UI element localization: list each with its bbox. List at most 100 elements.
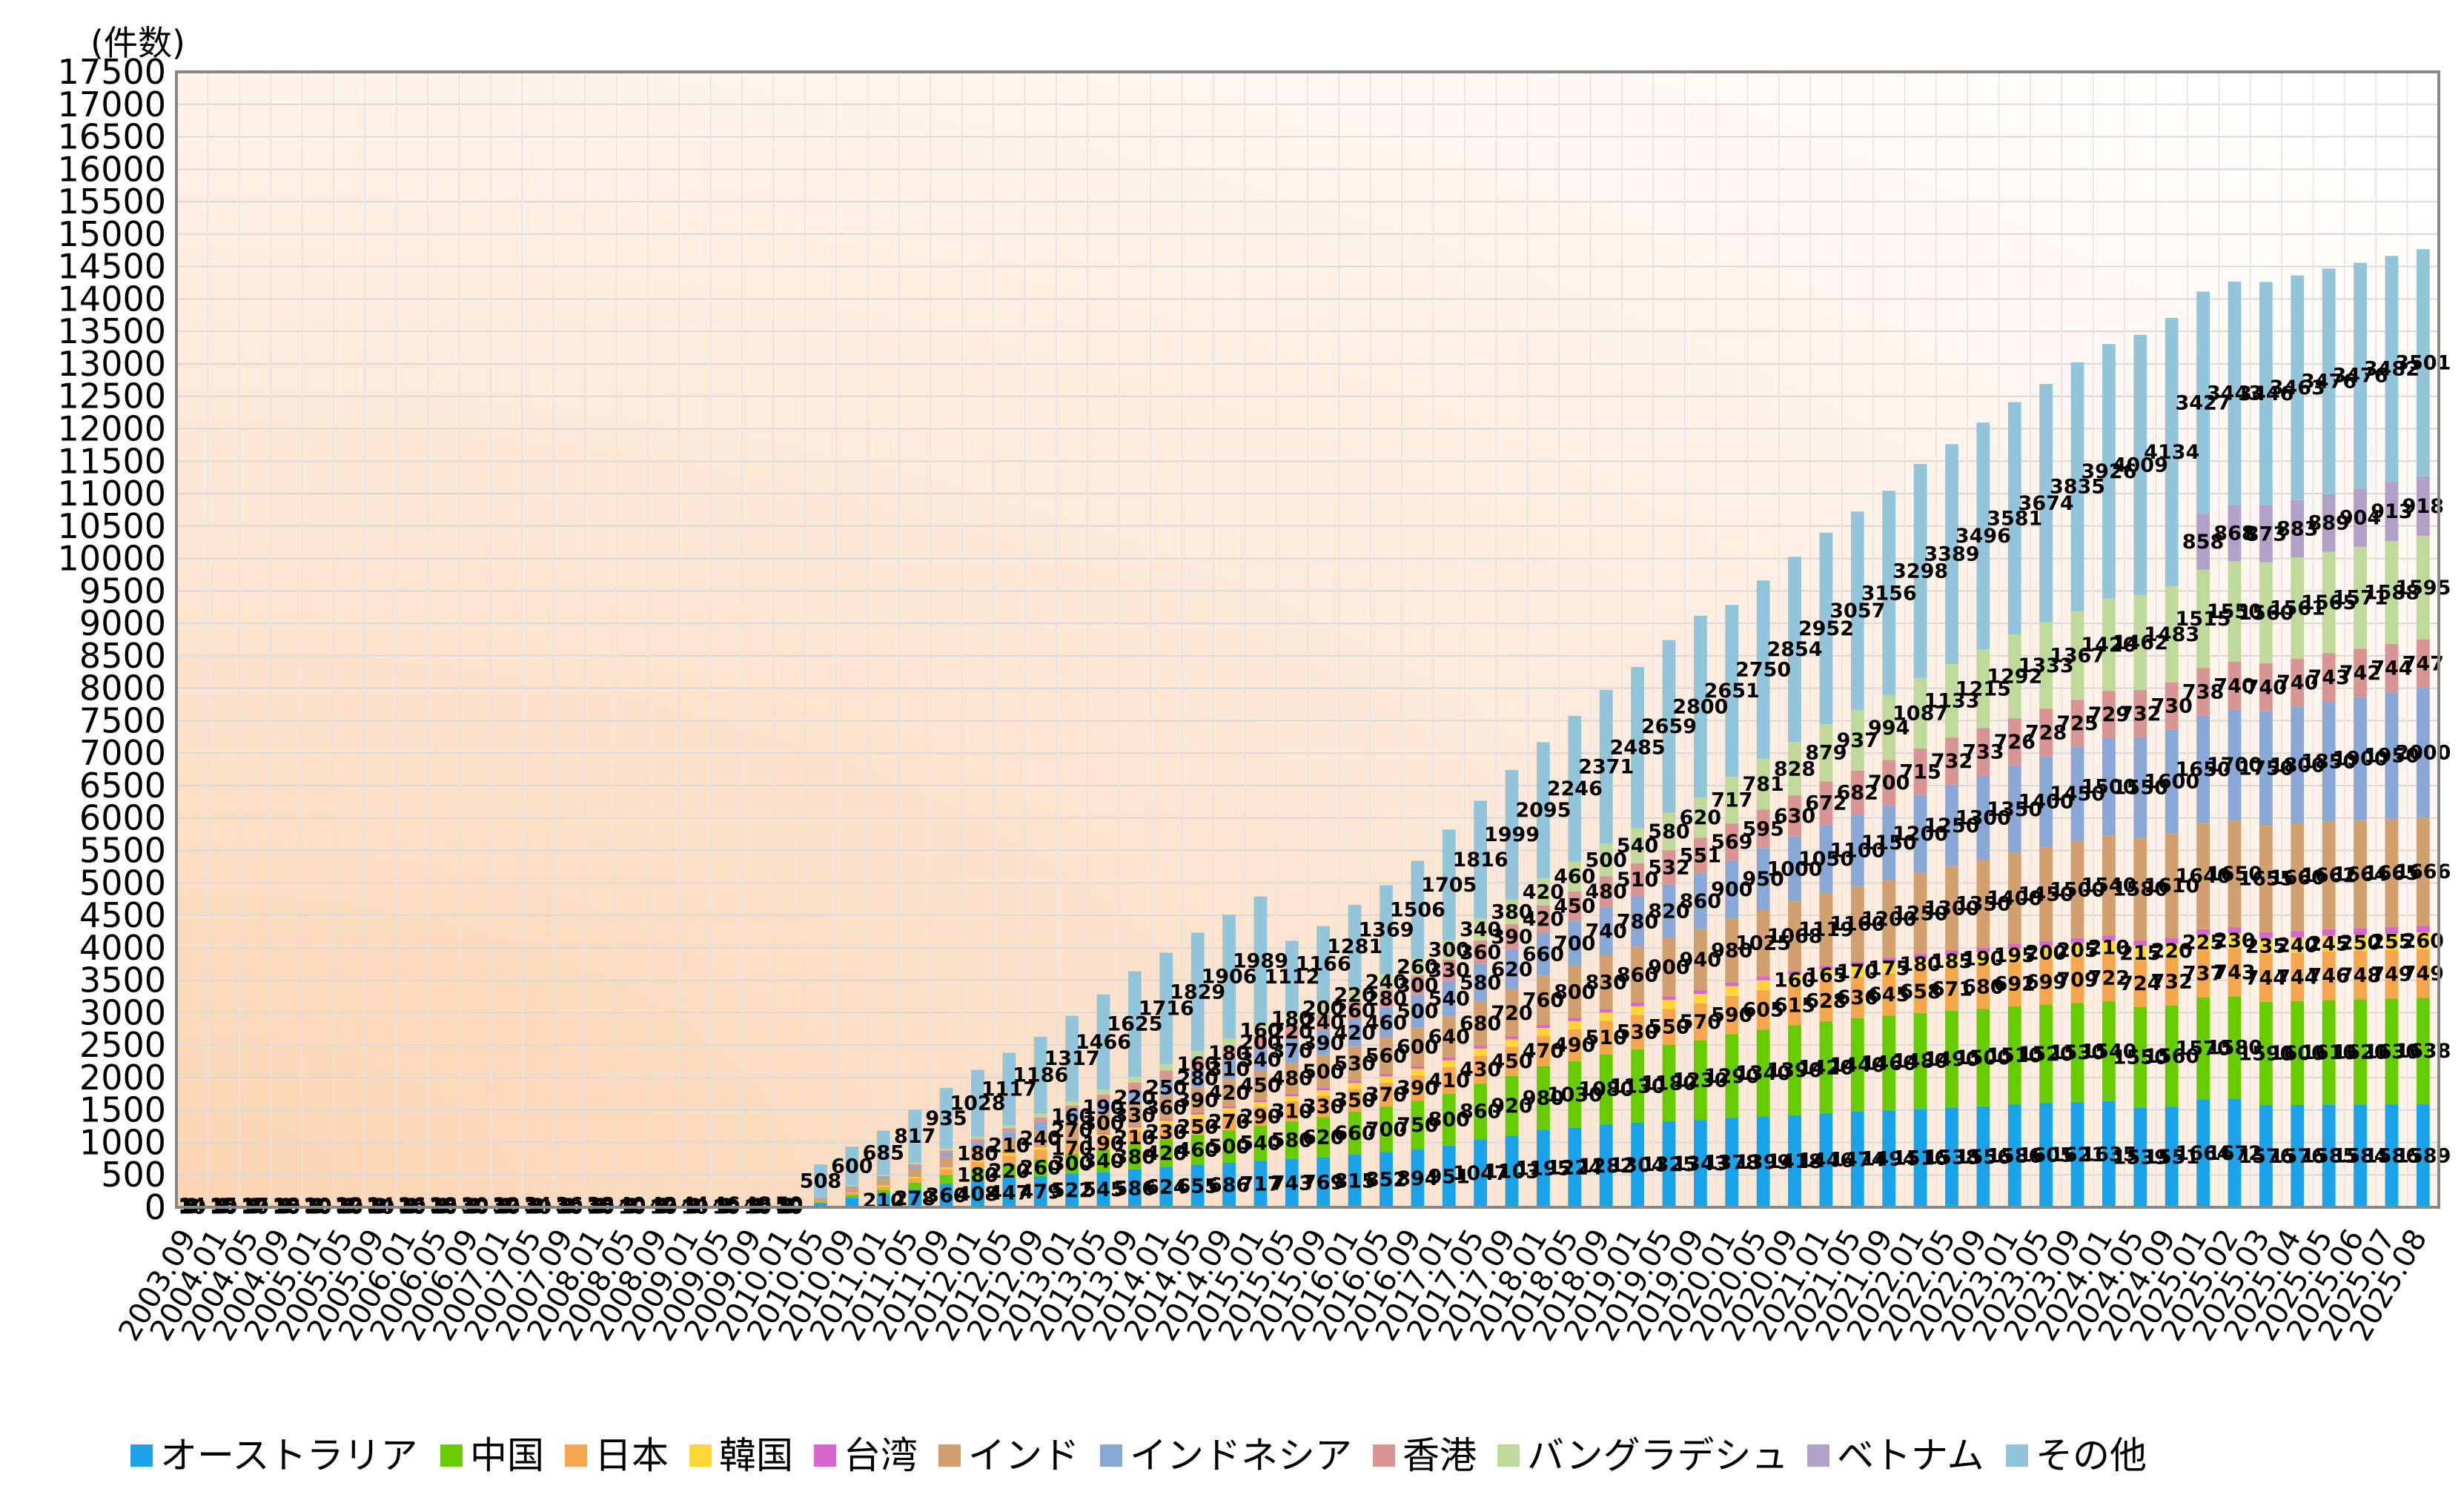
data-label: 1550 <box>2207 600 2262 623</box>
data-label: 420 <box>1334 1021 1375 1044</box>
data-label: 1215 <box>1955 677 2011 700</box>
data-label: 270 <box>1051 1119 1093 1142</box>
data-label: 230 <box>1145 1121 1187 1144</box>
data-label: 24 <box>367 1194 395 1217</box>
bar-segment <box>2385 949 2399 999</box>
bar-segment <box>1568 1029 1582 1061</box>
bar-segment <box>2259 663 2273 711</box>
bar-segment <box>1537 1066 1550 1130</box>
bar-segment <box>1568 1061 1582 1128</box>
bar-segment <box>971 1136 984 1140</box>
bar-segment <box>1693 994 1707 1003</box>
bar-segment <box>2165 938 2179 944</box>
bar-segment <box>2416 536 2430 640</box>
data-label: 540 <box>1239 1132 1281 1155</box>
data-label: 1556 <box>1955 1146 2011 1169</box>
data-label: 852 <box>1365 1169 1407 1192</box>
data-label: 743 <box>1271 1172 1313 1195</box>
bar-segment <box>1033 1121 1047 1131</box>
bar-segment <box>1819 825 1833 893</box>
bar-segment <box>2165 943 2179 958</box>
bar-segment <box>1693 1040 1707 1121</box>
bar-segment <box>2102 737 2116 836</box>
data-label: 240 <box>1365 971 1407 994</box>
bar-segment <box>1474 963 1488 1002</box>
y-tick-label: 9000 <box>79 603 166 643</box>
data-label: 636 <box>1837 986 1878 1009</box>
bar-segment <box>1317 1055 1331 1089</box>
bar-segment <box>1850 1018 1864 1112</box>
bar-segment <box>814 1201 827 1202</box>
bar-segment <box>1285 1101 1299 1122</box>
data-label: 732 <box>2119 703 2161 726</box>
bar-segment <box>1380 1076 1393 1083</box>
data-label: 940 <box>1680 949 1721 972</box>
data-label: 760 <box>1523 989 1564 1012</box>
bar-segment <box>2165 958 2179 1006</box>
bar-segment <box>1033 1159 1047 1177</box>
bar-segment <box>2007 718 2021 766</box>
bar-segment <box>1945 664 1958 738</box>
bar-segment <box>1127 1090 1142 1105</box>
bar-segment <box>2385 926 2399 934</box>
legend: オーストラリア 中国 日本 韓国 台湾 インド インドネシア 香港 バングラデシュ ベトナム その他 <box>130 1434 2147 1477</box>
bar-segment <box>1190 1118 1205 1135</box>
data-label: 48 <box>743 1193 772 1216</box>
bar-segment <box>1317 1015 1331 1031</box>
bar-segment <box>1537 742 1550 878</box>
bar-segment <box>1442 1060 1456 1067</box>
data-label: 1399 <box>1735 1151 1791 1174</box>
bar-segment <box>1850 814 1864 886</box>
bar-segment <box>1033 1147 1047 1150</box>
unit-label: (件数) <box>90 23 185 63</box>
data-label: 900 <box>1648 956 1689 979</box>
bar-segment <box>1945 444 1958 665</box>
data-label: 1900 <box>2332 748 2388 771</box>
bar-segment <box>1285 1121 1299 1159</box>
bar-segment <box>1285 1096 1299 1102</box>
bar-segment <box>2385 998 2399 1105</box>
bar-segment <box>1976 775 1990 860</box>
data-label: 1520 <box>2018 1043 2074 1066</box>
bar-segment <box>1631 1122 1644 1207</box>
bar-segment <box>814 1198 827 1201</box>
data-label: 1087 <box>1892 702 1948 725</box>
bar-segment <box>1725 823 1739 860</box>
bar-segment <box>2196 997 2210 1100</box>
bar-segment <box>1819 965 1833 970</box>
bar-segment <box>1788 836 1801 902</box>
bar-segment <box>1976 1106 1990 1207</box>
data-label: 672 <box>1805 792 1847 815</box>
y-tick-label: 2500 <box>79 1025 166 1065</box>
bar-segment <box>1159 1167 1173 1207</box>
bar-segment <box>1976 422 1990 650</box>
data-label: 1560 <box>2144 1045 2199 1068</box>
bar-segment <box>2196 823 2210 929</box>
data-label: 743 <box>2308 666 2349 689</box>
bar-segment <box>2070 611 2084 700</box>
bar-segment <box>2133 960 2147 1007</box>
bar-segment <box>1127 1144 1142 1169</box>
data-label: 220 <box>1114 1086 1156 1109</box>
data-label: 600 <box>831 1155 872 1178</box>
bar-segment <box>1222 1079 1236 1106</box>
bar-segment <box>971 1147 984 1160</box>
data-label: 260 <box>2402 930 2444 953</box>
bar-segment <box>1599 1124 1613 1207</box>
data-label: 4009 <box>2113 454 2168 477</box>
data-label: 935 <box>925 1107 967 1130</box>
data-label: 500 <box>1586 849 1627 872</box>
bar-segment <box>1882 1110 1896 1207</box>
bar-segment <box>562 1204 576 1207</box>
data-label: 195 <box>1994 944 2036 967</box>
data-label: 165 <box>1805 964 1847 987</box>
bar-segment <box>1725 982 1739 986</box>
data-label: 1605 <box>2018 1144 2074 1167</box>
bar-segment <box>1850 966 1864 978</box>
data-label: 747 <box>2402 652 2444 675</box>
bar-segment <box>1002 1052 1016 1126</box>
bar-segment <box>1442 1015 1456 1058</box>
data-label: 210 <box>988 1135 1030 1158</box>
data-label: 1586 <box>1987 1145 2042 1168</box>
